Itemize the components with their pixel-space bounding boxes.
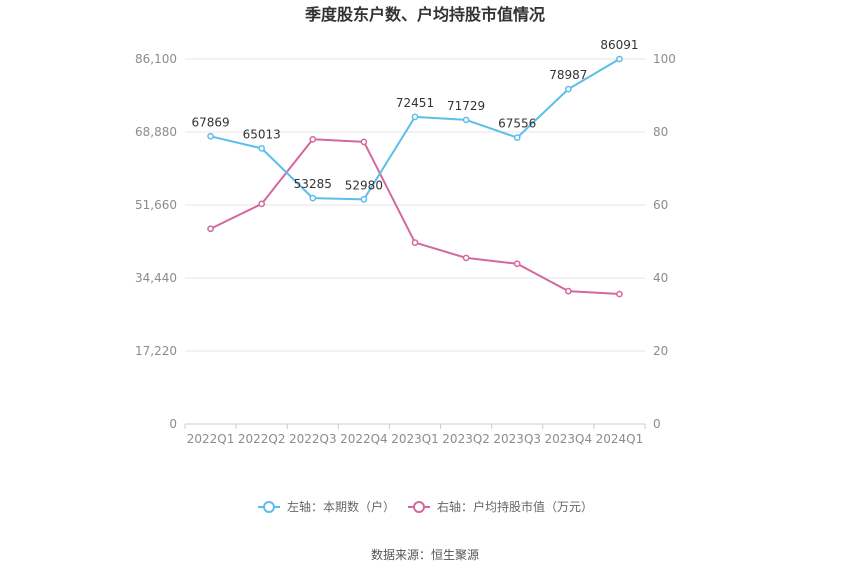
right-tick-label: 20	[653, 344, 668, 358]
data-point-left	[309, 194, 317, 202]
x-tick-label: 2023Q4	[545, 432, 593, 446]
data-point-right	[462, 254, 470, 262]
left-tick-label: 17,220	[135, 344, 177, 358]
data-label: 67556	[498, 117, 536, 131]
data-labels: 67869 65013 53285 52980 72451 71729 67556 78987…	[191, 38, 638, 192]
data-label: 65013	[243, 127, 281, 141]
data-point-right	[564, 287, 572, 295]
data-point-right	[207, 225, 214, 233]
series-line-right	[210, 138, 620, 296]
data-point-left	[564, 85, 572, 93]
data-point-right	[513, 260, 521, 268]
legend-marker-icon	[413, 501, 425, 513]
data-label: 52980	[345, 178, 383, 192]
left-tick-label: 68,880	[135, 125, 177, 139]
data-point-right	[360, 138, 368, 146]
right-tick-label: 40	[653, 271, 668, 285]
data-label: 71729	[447, 99, 485, 113]
data-point-left	[513, 134, 521, 141]
legend-marker-icon	[263, 501, 275, 513]
data-point-right	[616, 290, 623, 298]
x-tick-label: 2023Q1	[391, 432, 439, 446]
x-tick-label: 2024Q1	[596, 432, 644, 446]
right-tick-label: 60	[653, 198, 668, 212]
right-tick-label: 100	[653, 52, 676, 66]
data-label: 72451	[396, 96, 434, 110]
source-note: 数据来源：恒生聚源	[371, 547, 479, 562]
data-point-left	[207, 132, 214, 140]
data-point-right	[309, 135, 317, 143]
data-label: 86091	[600, 38, 638, 52]
x-tick-label: 2022Q4	[340, 432, 388, 446]
x-tick-label: 2022Q3	[289, 432, 337, 446]
data-point-right	[411, 239, 419, 246]
data-point-left	[616, 55, 623, 63]
x-tick-label: 2022Q2	[238, 432, 286, 446]
left-tick-label: 86,100	[135, 52, 177, 66]
left-tick-label: 51,660	[135, 198, 177, 212]
data-label: 53285	[294, 177, 332, 191]
chart-title: 季度股东户数、户均持股市值情况	[304, 5, 545, 24]
x-tick-label: 2023Q2	[442, 432, 490, 446]
legend[interactable]: 左轴：本期数（户） 右轴：户均持股市值（万元）	[258, 499, 593, 514]
right-axis-ticks: 0 20 40 60 80 100	[653, 52, 676, 431]
data-label: 67869	[191, 115, 229, 129]
x-tick-label: 2022Q1	[187, 432, 235, 446]
series-group	[207, 55, 623, 298]
left-axis-ticks: 0 17,220 34,440 51,660 68,880 86,100	[135, 52, 177, 431]
data-point-left	[411, 113, 419, 121]
right-tick-label: 0	[653, 417, 661, 431]
data-label: 78987	[549, 68, 587, 82]
x-axis-ticks: 2022Q1 2022Q2 2022Q3 2022Q4 2023Q1 2023Q2 2023…	[184, 424, 646, 446]
data-point-left	[462, 116, 470, 124]
legend-item-label: 右轴：户均持股市值（万元）	[437, 499, 593, 514]
data-point-right	[258, 200, 266, 208]
right-tick-label: 80	[653, 125, 668, 139]
left-tick-label: 34,440	[135, 271, 177, 285]
data-point-left	[360, 196, 368, 203]
data-point-left	[258, 145, 266, 152]
legend-item-label: 左轴：本期数（户）	[287, 499, 395, 514]
x-tick-label: 2023Q3	[493, 432, 541, 446]
left-tick-label: 0	[169, 417, 177, 431]
